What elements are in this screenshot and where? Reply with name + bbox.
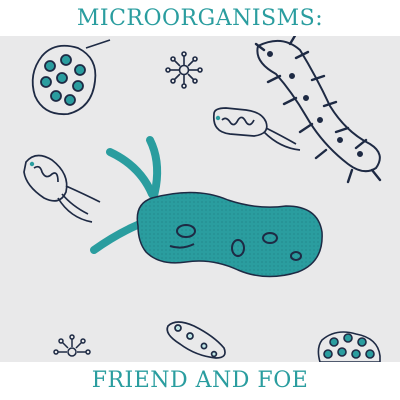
large-bacterium-icon xyxy=(90,136,323,278)
bacterium-icon xyxy=(212,107,301,151)
header-band xyxy=(0,0,400,36)
virus-icon xyxy=(53,334,91,357)
spiky-bacterium-icon xyxy=(254,36,382,184)
virus-icon xyxy=(165,51,203,89)
illustration-panel xyxy=(0,36,400,362)
flagellated-bacterium-icon xyxy=(23,154,101,223)
cell-cluster-icon xyxy=(317,331,381,362)
footer-band xyxy=(0,362,400,400)
poster-title: MICROORGANISMS: xyxy=(76,6,324,31)
cell-cluster-icon xyxy=(31,39,111,116)
bacterium-icon xyxy=(166,321,226,359)
poster-subtitle: FRIEND AND FOE xyxy=(91,368,309,393)
